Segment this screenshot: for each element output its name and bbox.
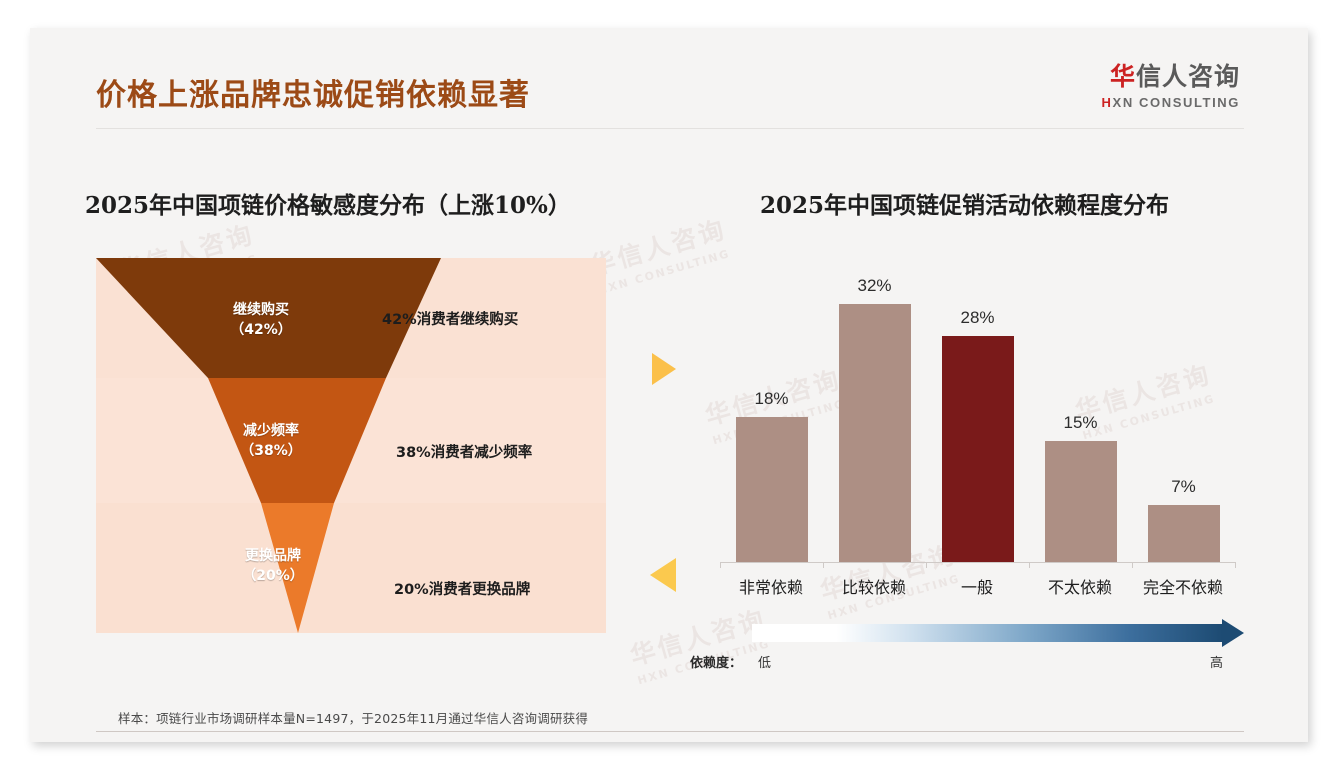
footer-website: www.hxrcon.com	[1146, 741, 1240, 742]
funnel-segment-0	[96, 258, 441, 378]
logo-en-accent: H	[1101, 95, 1113, 110]
funnel-band-2	[96, 503, 606, 633]
bar-column-0: 18%	[720, 280, 823, 562]
bar-rect-3	[1045, 441, 1117, 562]
source-footnote: 样本：项链行业市场调研样本量N=1497，于2025年11月通过华信人咨询调研获…	[118, 711, 589, 726]
bar-category-2: 一般	[960, 578, 993, 597]
legend-high-label: 高	[1210, 656, 1224, 671]
bar-column-3: 15%	[1029, 280, 1132, 562]
funnel-description-1: 38%消费者减少频率	[396, 445, 533, 461]
bar-value-4: 7%	[1171, 477, 1196, 496]
left-chart-title: 2025年中国项链价格敏感度分布（上涨10%）	[85, 192, 571, 219]
footer-divider	[96, 731, 1244, 732]
footer-copyright: ©2026.1 HXR华信人咨询	[96, 741, 245, 742]
logo-english-text: HXN CONSULTING	[1102, 96, 1240, 109]
slide-canvas: 华信人咨询 HXN CONSULTING 华信人咨询 HXN CONSULTIN…	[30, 28, 1308, 742]
axis-tick	[926, 562, 927, 568]
triangle-left-icon	[650, 558, 676, 592]
axis-tick	[1029, 562, 1030, 568]
company-logo: 华信人咨询 HXN CONSULTING	[1102, 64, 1240, 109]
funnel-segment-2	[261, 503, 334, 633]
axis-tick	[720, 562, 721, 568]
bar-value-2: 28%	[960, 308, 995, 327]
bar-rect-4	[1148, 505, 1220, 562]
gradient-arrow-icon	[1222, 619, 1244, 647]
right-chart-title: 2025年中国项链促销活动依赖程度分布	[760, 192, 1170, 219]
funnel-description-0: 42%消费者继续购买	[382, 312, 519, 328]
bar-column-2: 28%	[926, 280, 1029, 562]
legend-caption: 依赖度：	[690, 656, 743, 671]
bar-category-3: 不太依赖	[1047, 578, 1112, 597]
dependency-gradient-legend: 依赖度： 低 高	[690, 619, 1260, 680]
bar-column-4: 7%	[1132, 280, 1235, 562]
funnel-description-2: 20%消费者更换品牌	[394, 582, 531, 598]
funnel-segment-1	[208, 378, 386, 503]
bar-rect-2	[942, 336, 1014, 562]
axis-tick	[1235, 562, 1236, 568]
axis-tick	[823, 562, 824, 568]
logo-accent-char: 华	[1109, 62, 1136, 91]
axis-tick	[1132, 562, 1133, 568]
bar-value-1: 32%	[857, 276, 892, 295]
legend-low-label: 低	[758, 656, 772, 671]
bar-rect-0	[736, 417, 808, 562]
dependency-bar-chart: 18% 32% 28% 15% 7%	[690, 276, 1250, 597]
watermark-cn: 华信人咨询	[587, 214, 730, 281]
funnel-shape	[96, 258, 441, 633]
triangle-right-icon	[652, 353, 676, 385]
bar-category-4: 完全不依赖	[1142, 578, 1223, 597]
header-divider	[96, 128, 1244, 129]
logo-en-rest: XN CONSULTING	[1112, 95, 1240, 110]
bar-value-3: 15%	[1063, 413, 1098, 432]
bar-axis-line	[720, 562, 1235, 563]
bar-value-0: 18%	[754, 389, 789, 408]
bar-category-0: 非常依赖	[738, 578, 803, 597]
bar-rect-1	[839, 304, 911, 562]
logo-chinese-text: 华信人咨询	[1102, 64, 1240, 89]
bar-plot-area: 18% 32% 28% 15% 7%	[720, 276, 1235, 562]
logo-rest-chars: 信人咨询	[1135, 62, 1240, 91]
bar-column-1: 32%	[823, 276, 926, 562]
page-title: 价格上涨品牌忠诚促销依赖显著	[96, 78, 530, 113]
bar-category-1: 比较依赖	[841, 578, 906, 597]
gradient-bar	[752, 624, 1222, 642]
funnel-chart: 继续购买 （42%） 减少频率 （38%） 更换品牌 （20%） 42%消费者继续购买…	[96, 258, 606, 633]
